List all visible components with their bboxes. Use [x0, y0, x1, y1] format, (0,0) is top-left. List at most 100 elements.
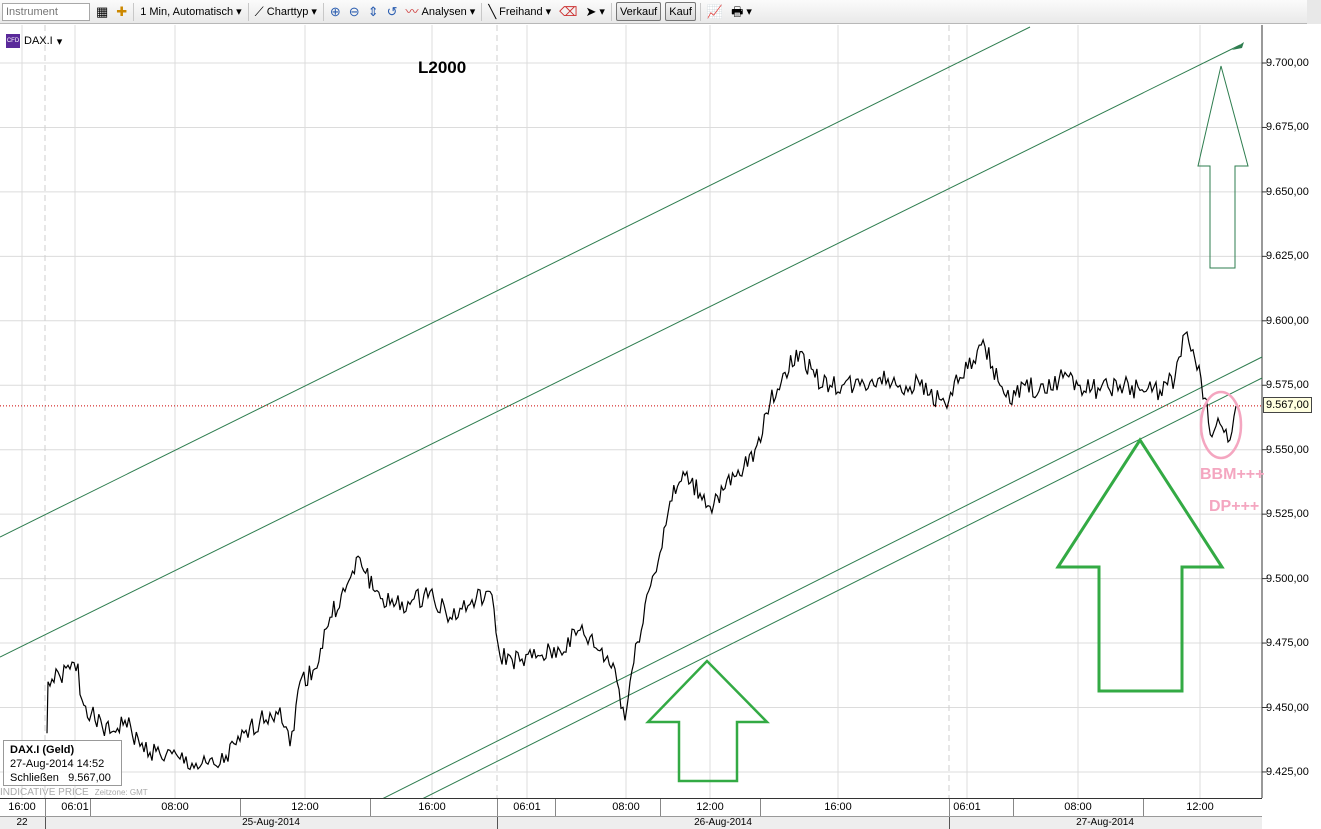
date-tick-label: 26-Aug-2014	[694, 817, 752, 828]
price-tick-label: 9.625,00	[1266, 250, 1309, 263]
zoom-in-icon[interactable]: ⊕	[329, 4, 341, 19]
interval-label: 1 Min, Automatisch	[140, 5, 234, 18]
info-box: DAX.I (Geld) 27-Aug-2014 14:52 Schließen…	[3, 740, 122, 786]
day-divider	[949, 817, 950, 829]
trend-arrow-icon	[1232, 42, 1244, 50]
axis-divider	[949, 799, 950, 816]
analysen-dropdown[interactable]: 〰 Analysen ▾	[404, 5, 478, 18]
day-divider	[45, 817, 46, 829]
price-chart[interactable]	[0, 25, 1321, 798]
axis-divider	[555, 799, 556, 816]
price-tick-label: 9.475,00	[1266, 637, 1309, 650]
chevron-down-icon: ▾	[746, 6, 752, 18]
up-arrow-small-icon	[645, 659, 770, 783]
symbol-name: DAX.I	[24, 35, 53, 47]
undo-icon[interactable]: ↺	[386, 4, 398, 19]
up-arrow-target-icon	[1197, 65, 1249, 269]
chevron-down-icon: ▾	[311, 6, 317, 18]
day-divider	[497, 817, 498, 829]
time-axis: 16:00 06:01 08:00 12:00 16:00 06:01 08:00 12:00…	[0, 798, 1262, 816]
axis-divider	[497, 799, 498, 816]
chevron-down-icon: ▾	[236, 6, 242, 18]
divider	[610, 2, 612, 21]
trend-line	[0, 26, 1031, 538]
interval-dropdown[interactable]: 1 Min, Automatisch ▾	[138, 5, 243, 19]
line-chart-icon: ⟋	[254, 4, 264, 19]
divider	[699, 2, 701, 21]
last-price-tag: 9.567,00	[1263, 397, 1312, 413]
verkauf-button[interactable]: Verkauf	[615, 2, 662, 21]
print-dropdown[interactable]: 🖶 ▾	[729, 5, 754, 18]
cursor-dropdown[interactable]: ➤ ▾	[584, 5, 607, 18]
axis-divider	[45, 799, 46, 816]
chart-settings-icon[interactable]: 📈	[706, 4, 724, 19]
divider	[133, 2, 135, 21]
axis-divider	[370, 799, 371, 816]
trend-line	[422, 377, 1263, 798]
price-tick-label: 9.650,00	[1266, 185, 1309, 198]
time-tick-label: 12:00	[291, 801, 319, 813]
time-tick-label: 16:00	[824, 801, 852, 813]
price-tick-label: 9.575,00	[1266, 379, 1309, 392]
chevron-down-icon: ▾	[545, 6, 552, 18]
cursor-icon: ➤	[585, 4, 597, 19]
price-tick-label: 9.525,00	[1266, 508, 1309, 521]
time-tick-label: 06:01	[513, 801, 541, 813]
add-instrument-icon[interactable]: ✚	[116, 4, 128, 19]
date-tick-label: 27-Aug-2014	[1076, 817, 1134, 828]
price-line	[46, 330, 1237, 771]
charttype-label: Charttyp	[266, 5, 309, 18]
axis-divider	[1143, 799, 1144, 816]
print-icon: 🖶	[731, 4, 744, 19]
fit-icon[interactable]: ⇕	[367, 4, 379, 19]
price-tick-label: 9.450,00	[1266, 701, 1309, 714]
price-tick-label: 9.500,00	[1266, 572, 1309, 585]
time-tick-label: 16:00	[8, 801, 36, 813]
chevron-down-icon: ▾	[599, 6, 605, 18]
chart-title-annotation: L2000	[418, 58, 467, 77]
chevron-down-icon: ▾	[56, 35, 63, 48]
date-tick-label: 25-Aug-2014	[242, 817, 300, 828]
line-draw-icon: ╲	[488, 4, 497, 19]
time-tick-label: 08:00	[1064, 801, 1092, 813]
analysis-icon: 〰	[405, 4, 419, 19]
timezone-label: Zeitzone: GMT	[94, 788, 148, 797]
info-title: DAX.I (Geld)	[10, 744, 75, 756]
price-tick-label: 9.550,00	[1266, 443, 1309, 456]
axis-divider	[90, 799, 91, 816]
price-tick-label: 9.425,00	[1266, 765, 1309, 778]
axis-divider	[660, 799, 661, 816]
symbol-selector[interactable]: CFD DAX.I ▾	[6, 34, 62, 48]
axis-divider	[1013, 799, 1014, 816]
divider	[322, 2, 324, 21]
indicative-price-label: INDICATIVE PRICE Zeitzone: GMT	[0, 787, 148, 798]
freihand-dropdown[interactable]: ╲ Freihand ▾	[486, 5, 553, 18]
axis-divider	[760, 799, 761, 816]
scroll-up-button[interactable]	[1307, 0, 1321, 24]
bbm-annotation: BBM+++	[1200, 466, 1265, 483]
info-datetime: 27-Aug-2014 14:52	[10, 758, 105, 770]
trend-line	[0, 44, 1241, 658]
divider	[481, 2, 483, 21]
kauf-button[interactable]: Kauf	[665, 2, 696, 21]
instrument-lookup-icon[interactable]: ▦	[96, 4, 109, 19]
info-close-label: Schließen	[10, 772, 59, 784]
toolbar: ▦ ✚ 1 Min, Automatisch▾ ⟋Charttyp▾ ⊕ ⊖ ⇕…	[0, 0, 1321, 24]
zoom-out-icon[interactable]: ⊖	[348, 4, 360, 19]
price-tick-label: 9.675,00	[1266, 121, 1309, 134]
trend-line	[382, 356, 1263, 798]
date-tick-label: 22	[16, 817, 28, 828]
price-tick-label: 9.700,00	[1266, 57, 1309, 69]
highlight-ellipse	[1199, 390, 1243, 460]
eraser-icon[interactable]: ⌫	[559, 4, 578, 19]
divider	[247, 2, 249, 21]
price-tick-label: 9.600,00	[1266, 314, 1309, 327]
time-tick-label: 12:00	[1186, 801, 1214, 813]
dp-annotation: DP+++	[1209, 498, 1260, 515]
charttype-dropdown[interactable]: ⟋ Charttyp ▾	[253, 5, 319, 18]
cfd-icon: CFD	[6, 34, 20, 48]
time-tick-label: 12:00	[696, 801, 724, 813]
instrument-input[interactable]	[2, 2, 90, 21]
up-arrow-large-icon	[1055, 437, 1225, 693]
axis-divider	[240, 799, 241, 816]
